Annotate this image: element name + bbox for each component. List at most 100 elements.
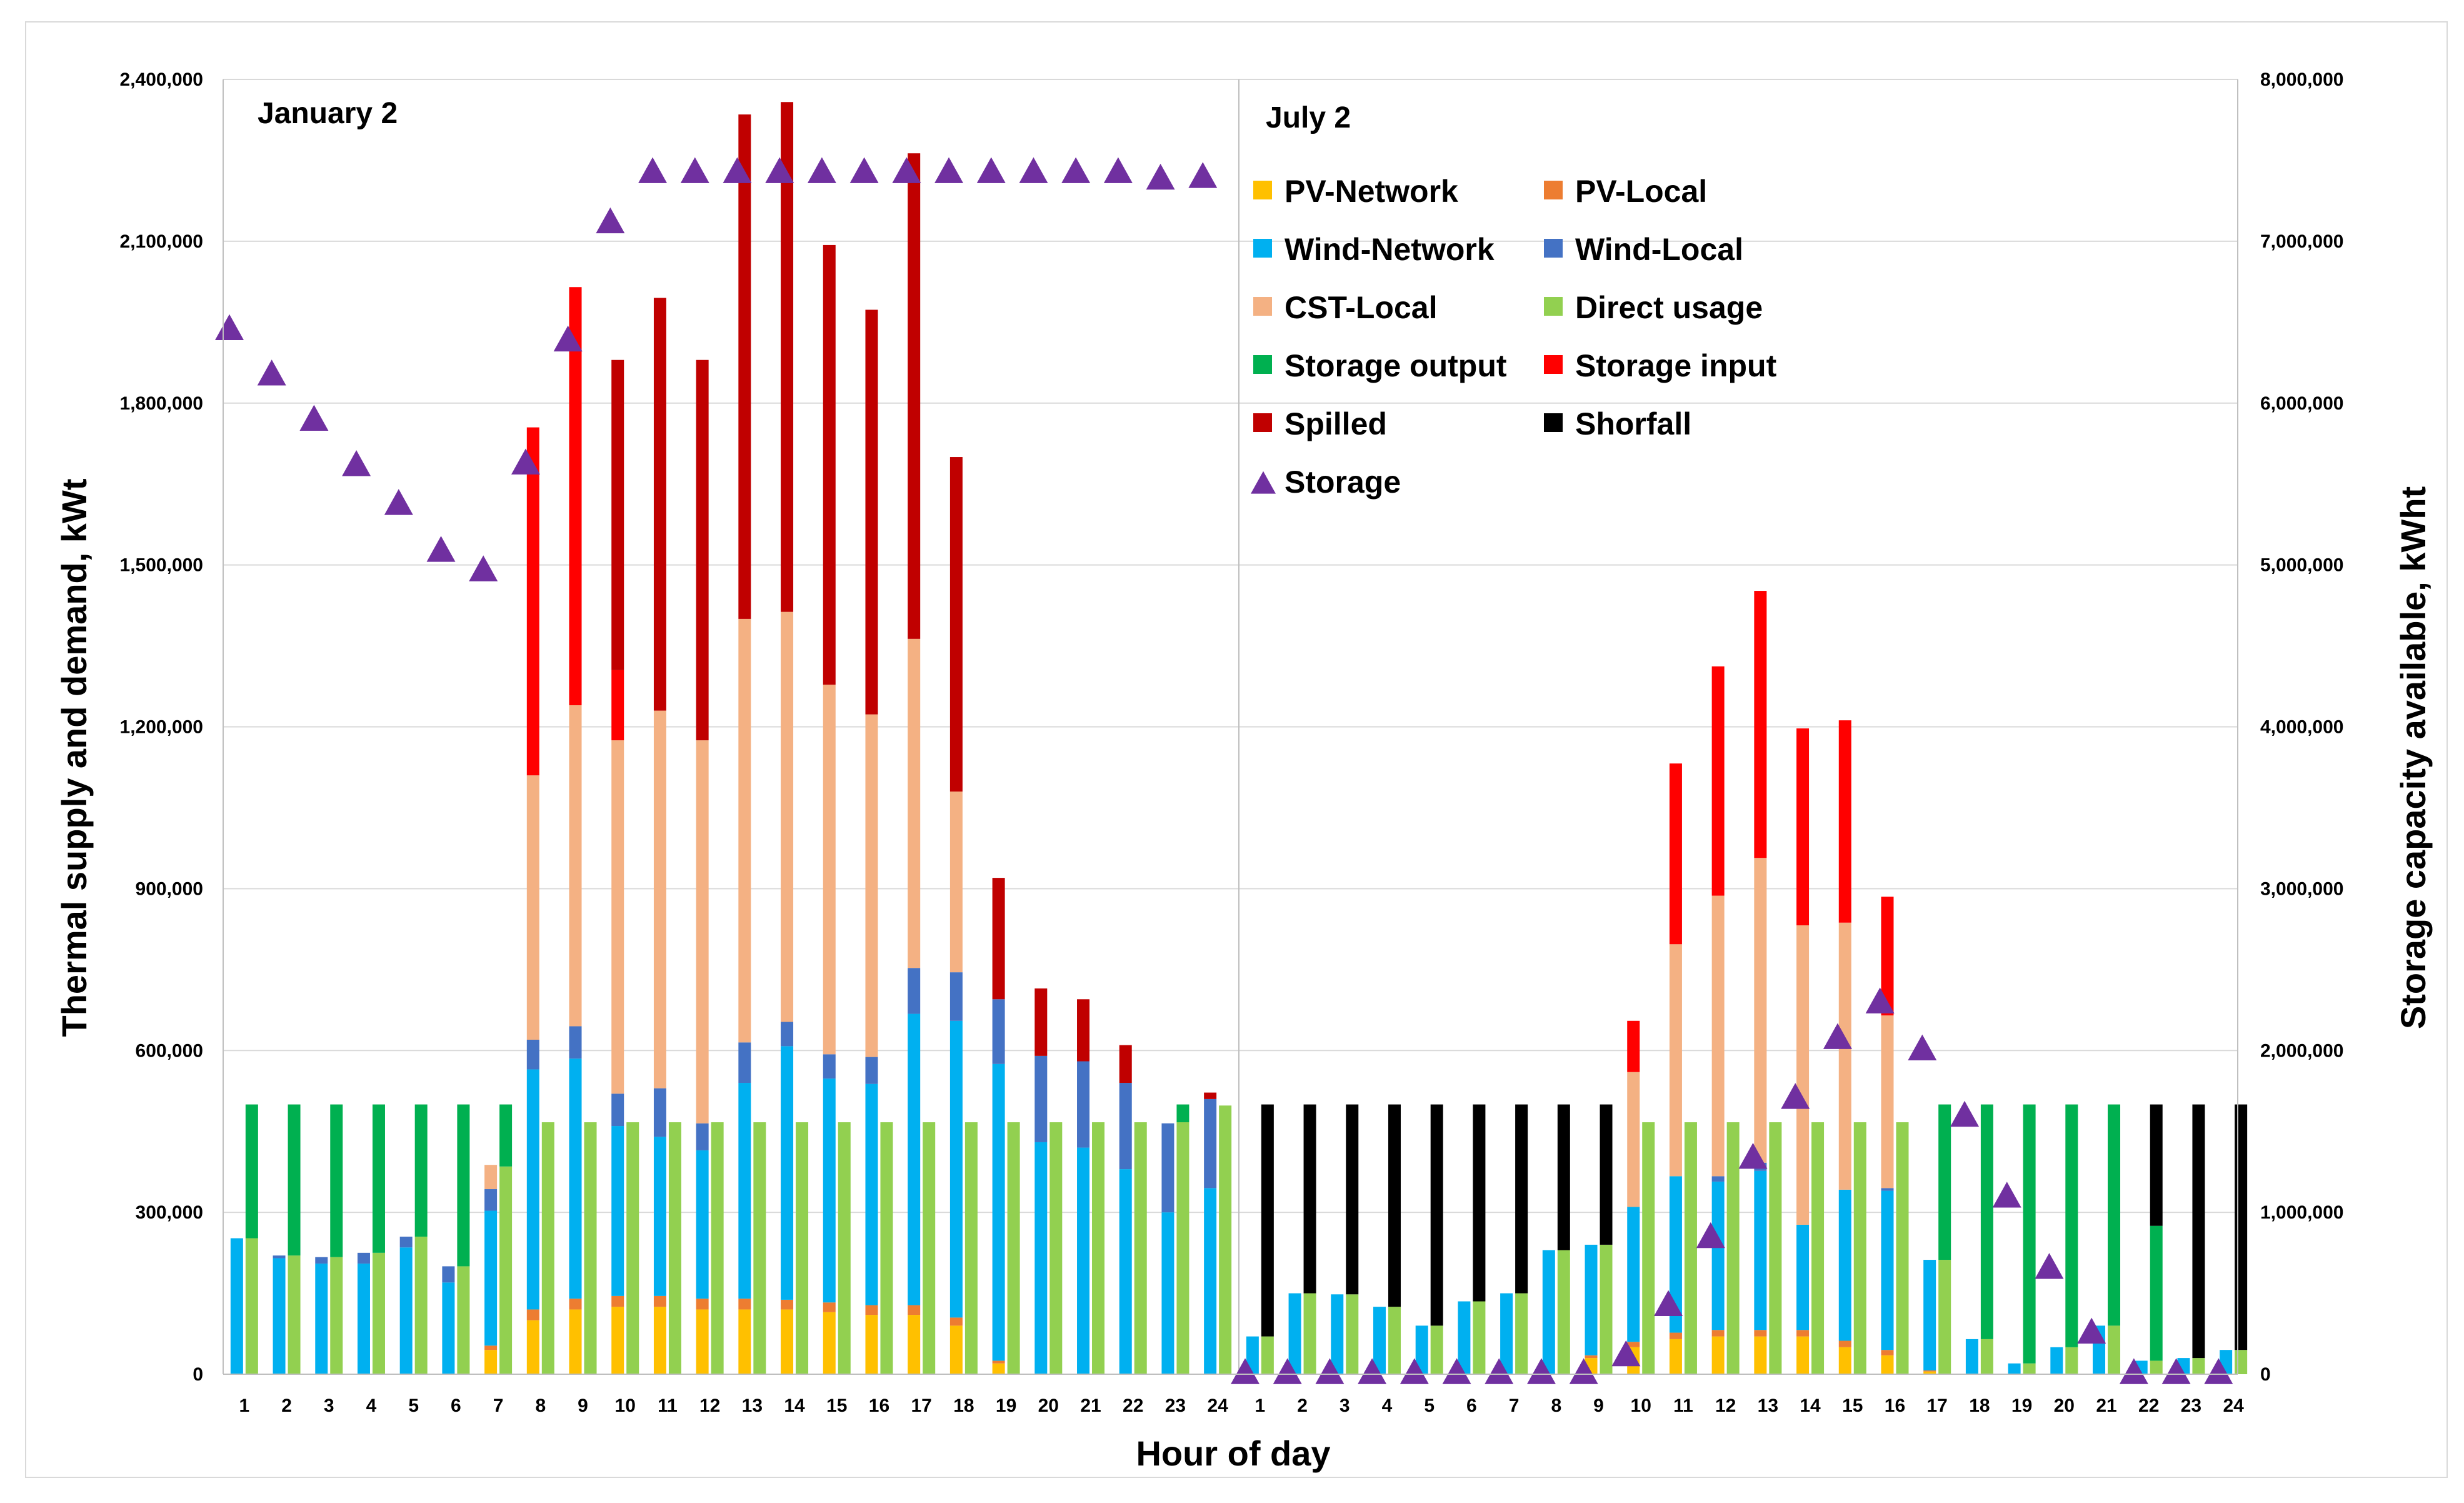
- bar-segment-storage-output: [288, 1104, 301, 1256]
- storage-marker: [1188, 162, 1218, 188]
- bar-segment-wind-network: [1415, 1325, 1428, 1374]
- legend-label: Storage input: [1575, 348, 1777, 383]
- bar-segment-direct-usage: [584, 1122, 597, 1374]
- x-tick-label: 22: [1123, 1395, 1143, 1416]
- storage-marker: [384, 489, 413, 515]
- bar-segment-shorfall: [2150, 1104, 2163, 1226]
- bar-segment-storage-input: [1711, 666, 1725, 896]
- bar-segment-direct-usage: [1896, 1122, 1909, 1374]
- bar-segment-wind-local: [1119, 1083, 1132, 1170]
- x-tick-label: 4: [1382, 1395, 1393, 1416]
- bar-segment-wind-local: [526, 1039, 539, 1070]
- bar-segment-wind-network: [908, 1013, 921, 1305]
- y2-tick-label: 0: [2260, 1364, 2271, 1385]
- storage-marker: [1400, 1358, 1429, 1384]
- x-tick-label: 23: [1165, 1395, 1186, 1416]
- bar-segment-storage-output: [1980, 1104, 1993, 1339]
- x-tick-label: 15: [1842, 1395, 1863, 1416]
- x-tick-label: 16: [1885, 1395, 1905, 1416]
- bar-segment-pv-local: [1711, 1330, 1725, 1337]
- legend-label: Wind-Local: [1575, 232, 1743, 267]
- bar-segment-cst-local: [569, 705, 582, 1027]
- bar-segment-wind-local: [1034, 1055, 1048, 1142]
- bar-segment-pv-network: [1669, 1339, 1682, 1374]
- bar-segment-pv-local: [738, 1299, 751, 1310]
- x-tick-label: 7: [1509, 1395, 1520, 1416]
- bar-segment-cst-local: [484, 1165, 498, 1190]
- bar-segment-direct-usage: [1219, 1105, 1232, 1374]
- bar-segment-direct-usage: [1007, 1122, 1020, 1374]
- bar-segment-pv-network: [1923, 1371, 1936, 1374]
- bar-segment-pv-local: [865, 1305, 878, 1315]
- bar-segment-direct-usage: [541, 1122, 554, 1374]
- bar-segment-cst-local: [908, 638, 921, 968]
- tick-labels: 0 300,000 600,000 900,000 1,200,000 1,500,000…: [120, 69, 2344, 1416]
- bar-segment-cst-local: [1627, 1072, 1640, 1207]
- bar-segment-storage-input: [526, 427, 539, 776]
- y2-tick-label: 1,000,000: [2260, 1202, 2343, 1223]
- bar-segment-wind-local: [865, 1057, 878, 1084]
- bar-segment-storage-output: [457, 1104, 470, 1267]
- legend-label: PV-Local: [1575, 174, 1707, 209]
- legend-swatch: [1544, 355, 1563, 374]
- legend: PV-Network PV-Local Wind-Network Wind-Local…: [1251, 174, 1777, 500]
- bar-segment-wind-local: [399, 1236, 413, 1248]
- bar-segment-wind-local: [1881, 1188, 1894, 1191]
- bar-segment-pv-local: [653, 1295, 666, 1307]
- bar-segment-wind-network: [696, 1150, 709, 1299]
- storage-marker: [723, 157, 752, 183]
- storage-marker: [299, 405, 329, 431]
- bar-segment-wind-local: [696, 1123, 709, 1150]
- x-tick-label: 4: [366, 1395, 377, 1416]
- bar-segment-cst-local: [1711, 895, 1725, 1177]
- y2-tick-label: 4,000,000: [2260, 717, 2343, 738]
- storage-marker: [553, 325, 583, 352]
- legend-label: CST-Local: [1285, 290, 1437, 325]
- y-tick-label: 600,000: [136, 1040, 203, 1061]
- bar-segment-direct-usage: [668, 1122, 681, 1374]
- bar-segment-direct-usage: [1261, 1336, 1274, 1374]
- bar-segment-cst-local: [781, 611, 794, 1022]
- storage-marker: [2035, 1253, 2064, 1279]
- storage-marker: [849, 157, 879, 183]
- bar-segment-pv-network: [781, 1309, 794, 1374]
- bar-segment-direct-usage: [2065, 1347, 2078, 1374]
- bar-segment-direct-usage: [1600, 1244, 1613, 1374]
- x-tick-label: 19: [2011, 1395, 2032, 1416]
- legend-swatch: [1253, 297, 1272, 316]
- bar-segment-cst-local: [653, 710, 666, 1088]
- storage-markers: [215, 157, 2233, 1384]
- bar-segment-storage-output: [2150, 1225, 2163, 1361]
- bar-segment-wind-network: [1754, 1170, 1767, 1330]
- panel-label-july: July 2: [1266, 101, 1351, 134]
- storage-marker: [807, 157, 836, 183]
- y2-tick-label: 2,000,000: [2260, 1040, 2343, 1061]
- storage-marker: [1569, 1358, 1598, 1384]
- x-tick-label: 14: [1800, 1395, 1821, 1416]
- storage-marker: [1231, 1358, 1260, 1384]
- bar-segment-storage-output: [499, 1104, 513, 1167]
- bar-segment-cst-local: [1669, 944, 1682, 1177]
- y-tick-label: 1,200,000: [120, 717, 203, 738]
- bar-segment-wind-network: [1246, 1336, 1259, 1374]
- x-tick-label: 22: [2138, 1395, 2159, 1416]
- x-tick-label: 6: [1466, 1395, 1477, 1416]
- bar-segment-wind-local: [273, 1255, 286, 1259]
- bar-segment-cst-local: [1796, 925, 1810, 1225]
- bar-segment-spilled: [992, 878, 1005, 1000]
- bar-segment-pv-local: [1669, 1332, 1682, 1339]
- bar-segment-wind-network: [653, 1137, 666, 1296]
- bar-segment-cst-local: [1881, 1015, 1894, 1189]
- x-tick-label: 12: [1715, 1395, 1736, 1416]
- bar-segment-storage-output: [2023, 1104, 2036, 1364]
- bar-segment-wind-local: [1161, 1123, 1174, 1213]
- x-axis-title: Hour of day: [1136, 1434, 1330, 1473]
- storage-marker: [765, 157, 794, 183]
- bar-segment-wind-network: [569, 1058, 582, 1299]
- bar-segment-wind-network: [1204, 1188, 1217, 1374]
- y-tick-label: 1,500,000: [120, 555, 203, 576]
- storage-marker: [934, 157, 964, 183]
- bar-segment-wind-local: [653, 1088, 666, 1137]
- bar-segment-storage-input: [1838, 720, 1851, 923]
- storage-marker: [1696, 1222, 1725, 1249]
